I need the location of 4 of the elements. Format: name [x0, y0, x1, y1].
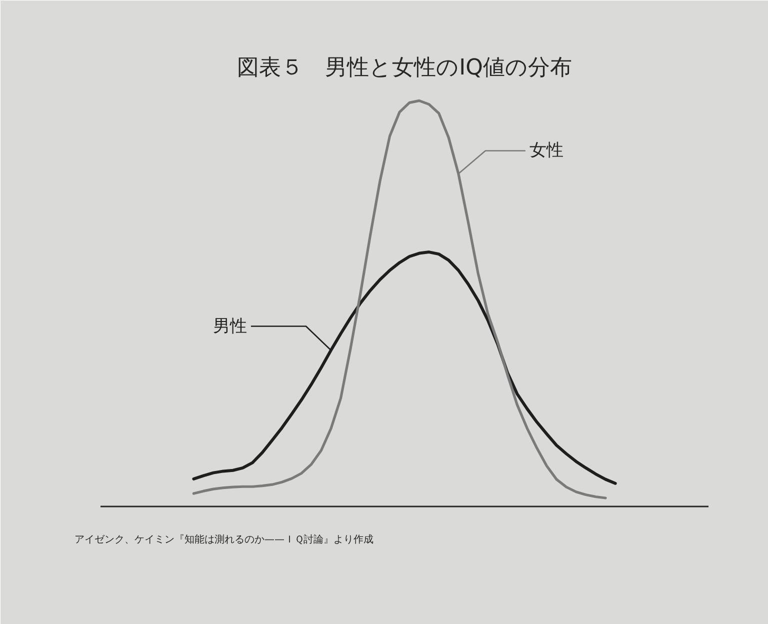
- text: 男性: [212, 316, 247, 336]
- chart-title: 図表５ 男性と女性のIQ値の分布: [237, 56, 572, 80]
- text: アイゼンク、ケイミン『知能は測れるのか——ＩＱ討論』より作成: [74, 534, 374, 546]
- legend-label: 女性: [529, 140, 564, 161]
